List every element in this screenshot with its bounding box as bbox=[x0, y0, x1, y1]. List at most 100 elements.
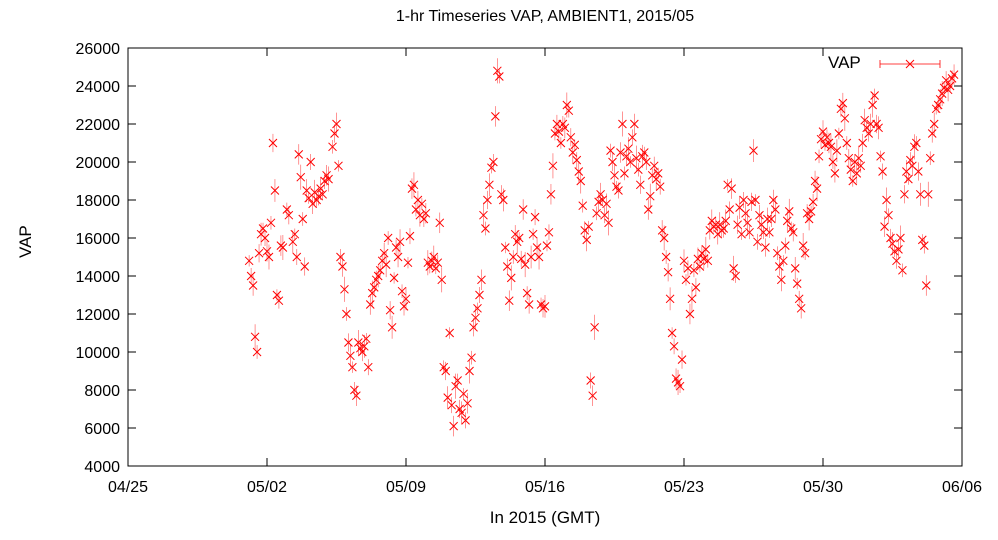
data-point bbox=[334, 160, 343, 172]
data-point bbox=[516, 250, 526, 267]
data-point bbox=[808, 193, 818, 210]
y-tick-label: 20000 bbox=[76, 155, 121, 172]
data-point bbox=[788, 223, 798, 242]
data-point bbox=[669, 338, 679, 355]
data-point bbox=[864, 125, 874, 142]
data-point bbox=[814, 149, 824, 164]
y-tick-label: 12000 bbox=[76, 307, 121, 324]
data-point bbox=[812, 176, 822, 202]
data-point bbox=[876, 150, 885, 162]
data-point bbox=[385, 301, 395, 320]
data-point bbox=[804, 207, 814, 231]
data-point bbox=[489, 154, 498, 170]
data-point bbox=[858, 133, 868, 153]
y-tick-label: 6000 bbox=[84, 421, 120, 438]
data-point bbox=[504, 290, 514, 311]
data-point bbox=[338, 256, 347, 277]
x-tick-label: 05/23 bbox=[664, 479, 704, 496]
data-point bbox=[578, 198, 588, 213]
data-point bbox=[770, 196, 780, 223]
data-point bbox=[506, 265, 516, 291]
data-point bbox=[945, 80, 955, 92]
data-point bbox=[590, 314, 599, 340]
data-point bbox=[449, 415, 459, 437]
data-point bbox=[566, 128, 576, 147]
data-point bbox=[765, 226, 774, 238]
data-point bbox=[518, 199, 528, 220]
data-point bbox=[919, 237, 929, 254]
x-tick-label: 05/09 bbox=[386, 479, 426, 496]
data-point bbox=[731, 269, 740, 283]
data-point bbox=[381, 252, 391, 278]
data-point bbox=[564, 103, 574, 118]
data-point bbox=[383, 231, 393, 245]
data-point bbox=[933, 97, 943, 113]
data-point bbox=[898, 263, 907, 278]
data-point bbox=[663, 263, 673, 282]
data-point bbox=[683, 260, 693, 277]
data-point bbox=[421, 203, 431, 224]
data-point bbox=[921, 275, 931, 296]
data-point bbox=[846, 158, 856, 181]
data-point bbox=[481, 221, 490, 236]
data-point bbox=[461, 412, 470, 429]
data-point bbox=[747, 192, 756, 212]
data-point bbox=[729, 255, 738, 281]
data-point bbox=[469, 318, 478, 337]
data-point bbox=[465, 358, 474, 384]
data-point bbox=[475, 287, 484, 303]
data-point bbox=[606, 143, 615, 158]
data-point bbox=[425, 259, 435, 274]
x-tick-label: 05/16 bbox=[525, 479, 565, 496]
data-point bbox=[679, 249, 689, 273]
data-point bbox=[457, 401, 466, 425]
data-point bbox=[445, 327, 455, 339]
data-point bbox=[274, 292, 284, 309]
data-point bbox=[774, 257, 784, 276]
data-point bbox=[508, 250, 518, 264]
data-point bbox=[479, 202, 488, 228]
data-point bbox=[880, 216, 889, 237]
data-point bbox=[483, 190, 492, 210]
data-point bbox=[657, 220, 667, 241]
data-point bbox=[576, 168, 586, 194]
data-point bbox=[344, 333, 353, 352]
data-point bbox=[248, 275, 258, 296]
data-point bbox=[915, 182, 925, 206]
data-point bbox=[681, 274, 691, 286]
data-point bbox=[941, 71, 951, 90]
data-point bbox=[300, 257, 310, 276]
data-point bbox=[610, 163, 619, 187]
data-point bbox=[294, 144, 304, 165]
data-point bbox=[330, 124, 339, 143]
data-point bbox=[328, 139, 337, 154]
data-point bbox=[836, 100, 846, 117]
data-point bbox=[586, 372, 596, 389]
data-point bbox=[491, 106, 500, 127]
data-point bbox=[433, 254, 443, 271]
data-point bbox=[522, 286, 532, 300]
data-point bbox=[780, 237, 790, 254]
data-point bbox=[348, 361, 357, 373]
data-point bbox=[477, 269, 486, 291]
data-point bbox=[318, 188, 327, 200]
data-point bbox=[794, 290, 804, 307]
data-point bbox=[562, 92, 572, 118]
data-point bbox=[332, 112, 341, 136]
y-tick-label: 8000 bbox=[84, 383, 120, 400]
data-point bbox=[473, 302, 482, 314]
data-point bbox=[546, 184, 556, 205]
data-point bbox=[630, 113, 639, 135]
data-point bbox=[397, 284, 407, 299]
data-point bbox=[405, 228, 415, 245]
data-point bbox=[278, 234, 288, 261]
data-point bbox=[568, 141, 578, 164]
data-point bbox=[759, 225, 768, 240]
data-point bbox=[927, 124, 937, 143]
data-point bbox=[608, 152, 617, 172]
data-point bbox=[749, 139, 758, 162]
data-point bbox=[798, 233, 808, 259]
chart-title: 1-hr Timeseries VAP, AMBIENT1, 2015/05 bbox=[395, 8, 695, 25]
data-point bbox=[401, 287, 411, 311]
data-point bbox=[288, 230, 298, 254]
